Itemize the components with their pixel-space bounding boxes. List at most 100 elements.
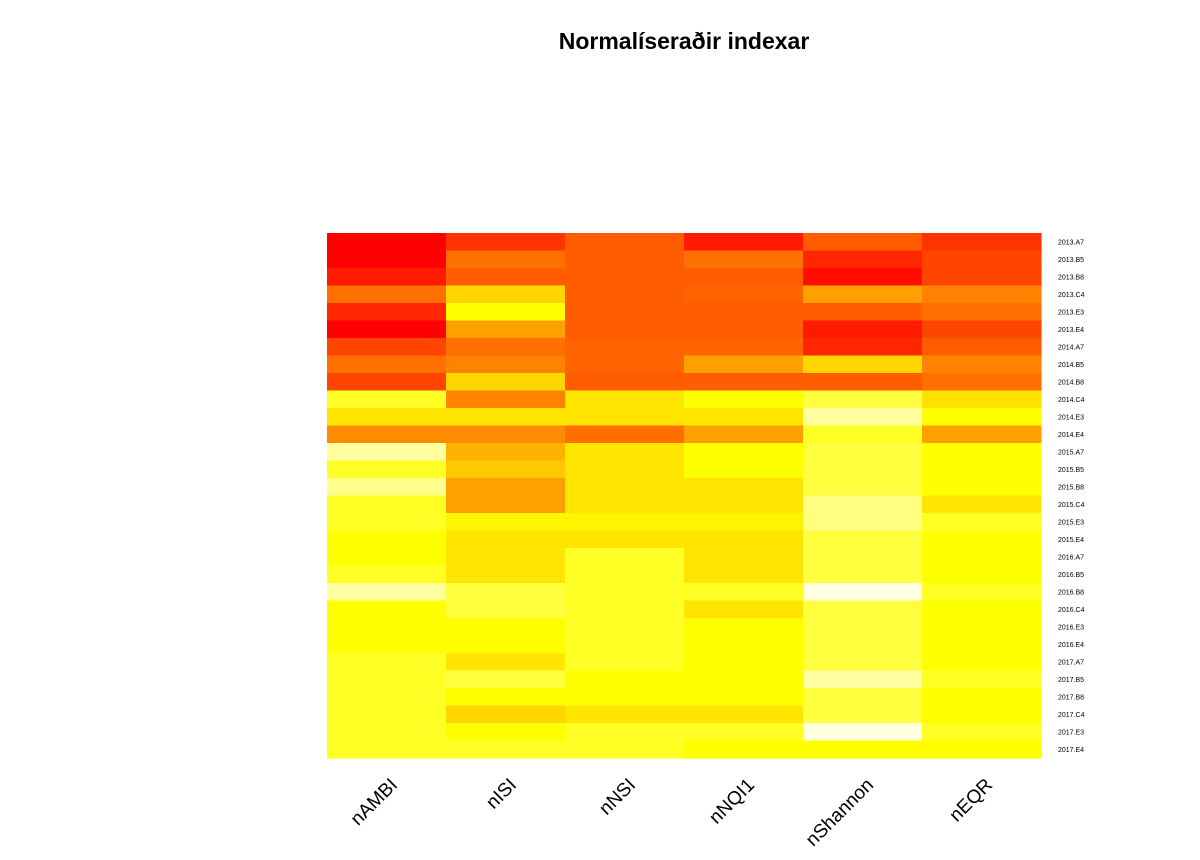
heatmap-cell-2014.B8-nShannon: [803, 373, 923, 392]
heatmap-cell-2013.E4-nShannon: [803, 320, 923, 339]
heatmap-cell-2017.E4-nNQI1: [684, 740, 804, 759]
heatmap-cell-2014.C4-nISI: [446, 390, 566, 409]
heatmap-cell-2014.A7-nEQR: [922, 338, 1042, 357]
heatmap-cell-2016.E3-nNSI: [565, 618, 685, 637]
heatmap-cell-2014.B8-nEQR: [922, 373, 1042, 392]
heatmap-cell-2014.B5-nISI: [446, 355, 566, 374]
heatmap-cell-2017.B8-nNSI: [565, 688, 685, 707]
heatmap-cell-2015.E4-nShannon: [803, 530, 923, 549]
column-label: nISI: [482, 775, 521, 814]
heatmap-cell-2016.C4-nNSI: [565, 600, 685, 619]
heatmap-cell-2016.B8-nISI: [446, 583, 566, 602]
heatmap-cell-2015.C4-nISI: [446, 495, 566, 514]
heatmap-cell-2013.B5-nNSI: [565, 250, 685, 269]
heatmap-cell-2015.A7-nAMBI: [327, 443, 447, 462]
heatmap-cell-2017.B8-nAMBI: [327, 688, 447, 707]
row-label: 2016.E3: [1058, 624, 1084, 631]
heatmap-cell-2016.C4-nEQR: [922, 600, 1042, 619]
heatmap-cell-2014.A7-nAMBI: [327, 338, 447, 357]
heatmap-cell-2014.C4-nNSI: [565, 390, 685, 409]
row-label: 2016.B8: [1058, 589, 1084, 596]
heatmap-cell-2017.A7-nNQI1: [684, 653, 804, 672]
heatmap-cell-2017.A7-nAMBI: [327, 653, 447, 672]
heatmap-cell-2014.A7-nNSI: [565, 338, 685, 357]
heatmap-cell-2014.E3-nAMBI: [327, 408, 447, 427]
heatmap-cell-2017.A7-nShannon: [803, 653, 923, 672]
heatmap-cell-2013.C4-nNQI1: [684, 285, 804, 304]
heatmap-cell-2017.C4-nNQI1: [684, 705, 804, 724]
heatmap-cell-2017.B8-nShannon: [803, 688, 923, 707]
heatmap-cell-2014.A7-nISI: [446, 338, 566, 357]
heatmap-cell-2015.E3-nNQI1: [684, 513, 804, 532]
heatmap-cell-2015.E4-nISI: [446, 530, 566, 549]
heatmap-cell-2015.A7-nNQI1: [684, 443, 804, 462]
row-label: 2013.B8: [1058, 274, 1084, 281]
heatmap-cell-2017.C4-nAMBI: [327, 705, 447, 724]
row-label: 2015.E3: [1058, 519, 1084, 526]
heatmap-cell-2014.B5-nShannon: [803, 355, 923, 374]
heatmap-cell-2016.C4-nAMBI: [327, 600, 447, 619]
heatmap-cell-2017.B8-nNQI1: [684, 688, 804, 707]
heatmap-cell-2015.E3-nEQR: [922, 513, 1042, 532]
heatmap-cell-2016.B8-nNQI1: [684, 583, 804, 602]
heatmap-cell-2015.B8-nShannon: [803, 478, 923, 497]
heatmap-cell-2014.C4-nNQI1: [684, 390, 804, 409]
heatmap-cell-2014.B5-nEQR: [922, 355, 1042, 374]
heatmap-cell-2015.C4-nNQI1: [684, 495, 804, 514]
heatmap-cell-2013.E3-nAMBI: [327, 303, 447, 322]
heatmap-cell-2016.E4-nAMBI: [327, 635, 447, 654]
heatmap-cell-2016.E3-nISI: [446, 618, 566, 637]
heatmap-cell-2016.E4-nEQR: [922, 635, 1042, 654]
heatmap-cell-2016.B5-nNQI1: [684, 565, 804, 584]
heatmap-cell-2014.C4-nShannon: [803, 390, 923, 409]
heatmap-cell-2016.B8-nNSI: [565, 583, 685, 602]
heatmap-cell-2015.B8-nNSI: [565, 478, 685, 497]
row-label: 2017.A7: [1058, 659, 1084, 666]
column-labels: nAMBI nISI nNSI nNQI1 nShannon nEQR: [347, 775, 997, 851]
heatmap-cell-2017.E4-nNSI: [565, 740, 685, 759]
heatmap-cell-2014.E4-nISI: [446, 425, 566, 444]
heatmap-cell-2016.A7-nNSI: [565, 548, 685, 567]
heatmap-cell-2015.B5-nShannon: [803, 460, 923, 479]
heatmap-cell-2017.B8-nISI: [446, 688, 566, 707]
heatmap-cell-2013.C4-nEQR: [922, 285, 1042, 304]
heatmap-cell-2013.A7-nISI: [446, 233, 566, 252]
heatmap-cell-2013.E3-nNQI1: [684, 303, 804, 322]
heatmap-cell-2014.E4-nShannon: [803, 425, 923, 444]
heatmap-cell-2015.E3-nNSI: [565, 513, 685, 532]
heatmap-cells: [327, 233, 1042, 759]
row-label: 2017.C4: [1058, 712, 1085, 719]
heatmap-cell-2014.B8-nAMBI: [327, 373, 447, 392]
heatmap-cell-2013.B8-nAMBI: [327, 268, 447, 287]
heatmap-cell-2013.B5-nEQR: [922, 250, 1042, 269]
heatmap-cell-2017.B8-nEQR: [922, 688, 1042, 707]
heatmap-cell-2017.E4-nAMBI: [327, 740, 447, 759]
heatmap-cell-2014.E4-nNQI1: [684, 425, 804, 444]
heatmap-cell-2017.B5-nAMBI: [327, 670, 447, 689]
heatmap-cell-2017.E4-nISI: [446, 740, 566, 759]
row-label: 2015.B5: [1058, 467, 1084, 474]
heatmap-cell-2014.C4-nAMBI: [327, 390, 447, 409]
heatmap-cell-2015.E3-nShannon: [803, 513, 923, 532]
heatmap-cell-2015.E4-nEQR: [922, 530, 1042, 549]
heatmap-cell-2015.E4-nNQI1: [684, 530, 804, 549]
heatmap-cell-2013.E4-nNSI: [565, 320, 685, 339]
heatmap-cell-2017.C4-nNSI: [565, 705, 685, 724]
heatmap-cell-2014.E3-nNQI1: [684, 408, 804, 427]
heatmap-cell-2016.A7-nShannon: [803, 548, 923, 567]
heatmap-cell-2016.C4-nShannon: [803, 600, 923, 619]
heatmap-cell-2017.B5-nEQR: [922, 670, 1042, 689]
heatmap-cell-2013.B8-nNQI1: [684, 268, 804, 287]
row-label: 2014.C4: [1058, 397, 1085, 404]
heatmap-cell-2017.E3-nEQR: [922, 723, 1042, 742]
row-label: 2014.A7: [1058, 344, 1084, 351]
heatmap-cell-2015.C4-nShannon: [803, 495, 923, 514]
heatmap-cell-2015.B5-nISI: [446, 460, 566, 479]
heatmap-cell-2013.A7-nAMBI: [327, 233, 447, 252]
heatmap-cell-2015.E3-nISI: [446, 513, 566, 532]
heatmap-cell-2017.B5-nShannon: [803, 670, 923, 689]
heatmap-cell-2014.B5-nAMBI: [327, 355, 447, 374]
heatmap-cell-2015.B8-nEQR: [922, 478, 1042, 497]
